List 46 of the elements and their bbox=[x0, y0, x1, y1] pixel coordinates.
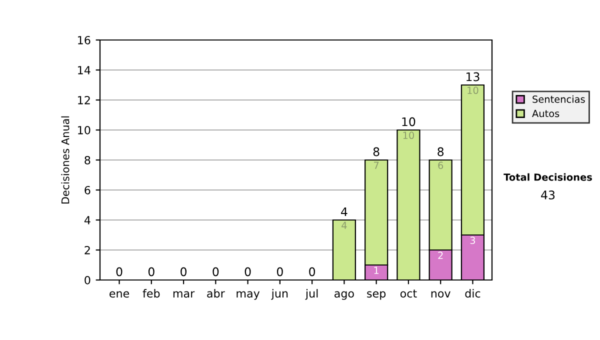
total-label: 0 bbox=[276, 267, 283, 276]
y-tick-label: 10 bbox=[78, 126, 90, 134]
x-tick-label: jun bbox=[271, 289, 288, 300]
y-tick-label: 8 bbox=[84, 156, 90, 164]
y-tick-label: 2 bbox=[84, 246, 90, 254]
total-label: 13 bbox=[466, 72, 480, 82]
total-label: 0 bbox=[244, 267, 251, 276]
data-label: 1 bbox=[374, 266, 379, 274]
data-label: 10 bbox=[468, 86, 478, 94]
total-label: 10 bbox=[402, 117, 416, 126]
total-label: 8 bbox=[373, 147, 380, 156]
data-label: 2 bbox=[438, 252, 443, 259]
legend-label: Autos bbox=[532, 110, 560, 118]
total-label: 0 bbox=[116, 267, 122, 276]
y-tick-label: 6 bbox=[84, 186, 90, 194]
x-tick-label: may bbox=[236, 291, 260, 300]
y-tick-label: 14 bbox=[78, 66, 90, 74]
data-label: 10 bbox=[403, 132, 414, 140]
total-label: 0 bbox=[309, 267, 316, 276]
data-label: 6 bbox=[438, 162, 444, 170]
y-tick-label: 16 bbox=[78, 36, 90, 44]
x-tick-label: ago bbox=[334, 291, 354, 300]
x-tick-label: dic bbox=[465, 289, 480, 298]
x-tick-label: sep bbox=[367, 291, 386, 300]
y-tick-label: 12 bbox=[78, 96, 90, 104]
x-tick-label: jul bbox=[305, 289, 318, 300]
total-label: 0 bbox=[180, 267, 187, 276]
text: 43 bbox=[541, 190, 555, 200]
total-label: 4 bbox=[341, 207, 348, 216]
x-tick-label: oct bbox=[400, 290, 417, 298]
legend-label: Sentencias bbox=[532, 95, 585, 103]
total-label: 8 bbox=[438, 147, 444, 156]
x-tick-label: mar bbox=[173, 291, 195, 298]
text: Total Decisiones bbox=[504, 173, 592, 181]
x-tick-label: ene bbox=[110, 291, 130, 298]
data-label: 4 bbox=[342, 222, 347, 229]
x-tick-label: feb bbox=[142, 289, 160, 298]
data-label: 7 bbox=[374, 162, 379, 169]
data-label: 3 bbox=[470, 236, 476, 244]
y-tick-label: 0 bbox=[84, 276, 90, 284]
y-axis-title: Decisiones Anual bbox=[61, 116, 70, 204]
total-label: 0 bbox=[148, 267, 154, 276]
x-tick-label: nov bbox=[431, 291, 450, 298]
total-label: 0 bbox=[212, 267, 219, 276]
y-tick-label: 4 bbox=[84, 216, 90, 224]
x-tick-label: abr bbox=[207, 289, 225, 298]
